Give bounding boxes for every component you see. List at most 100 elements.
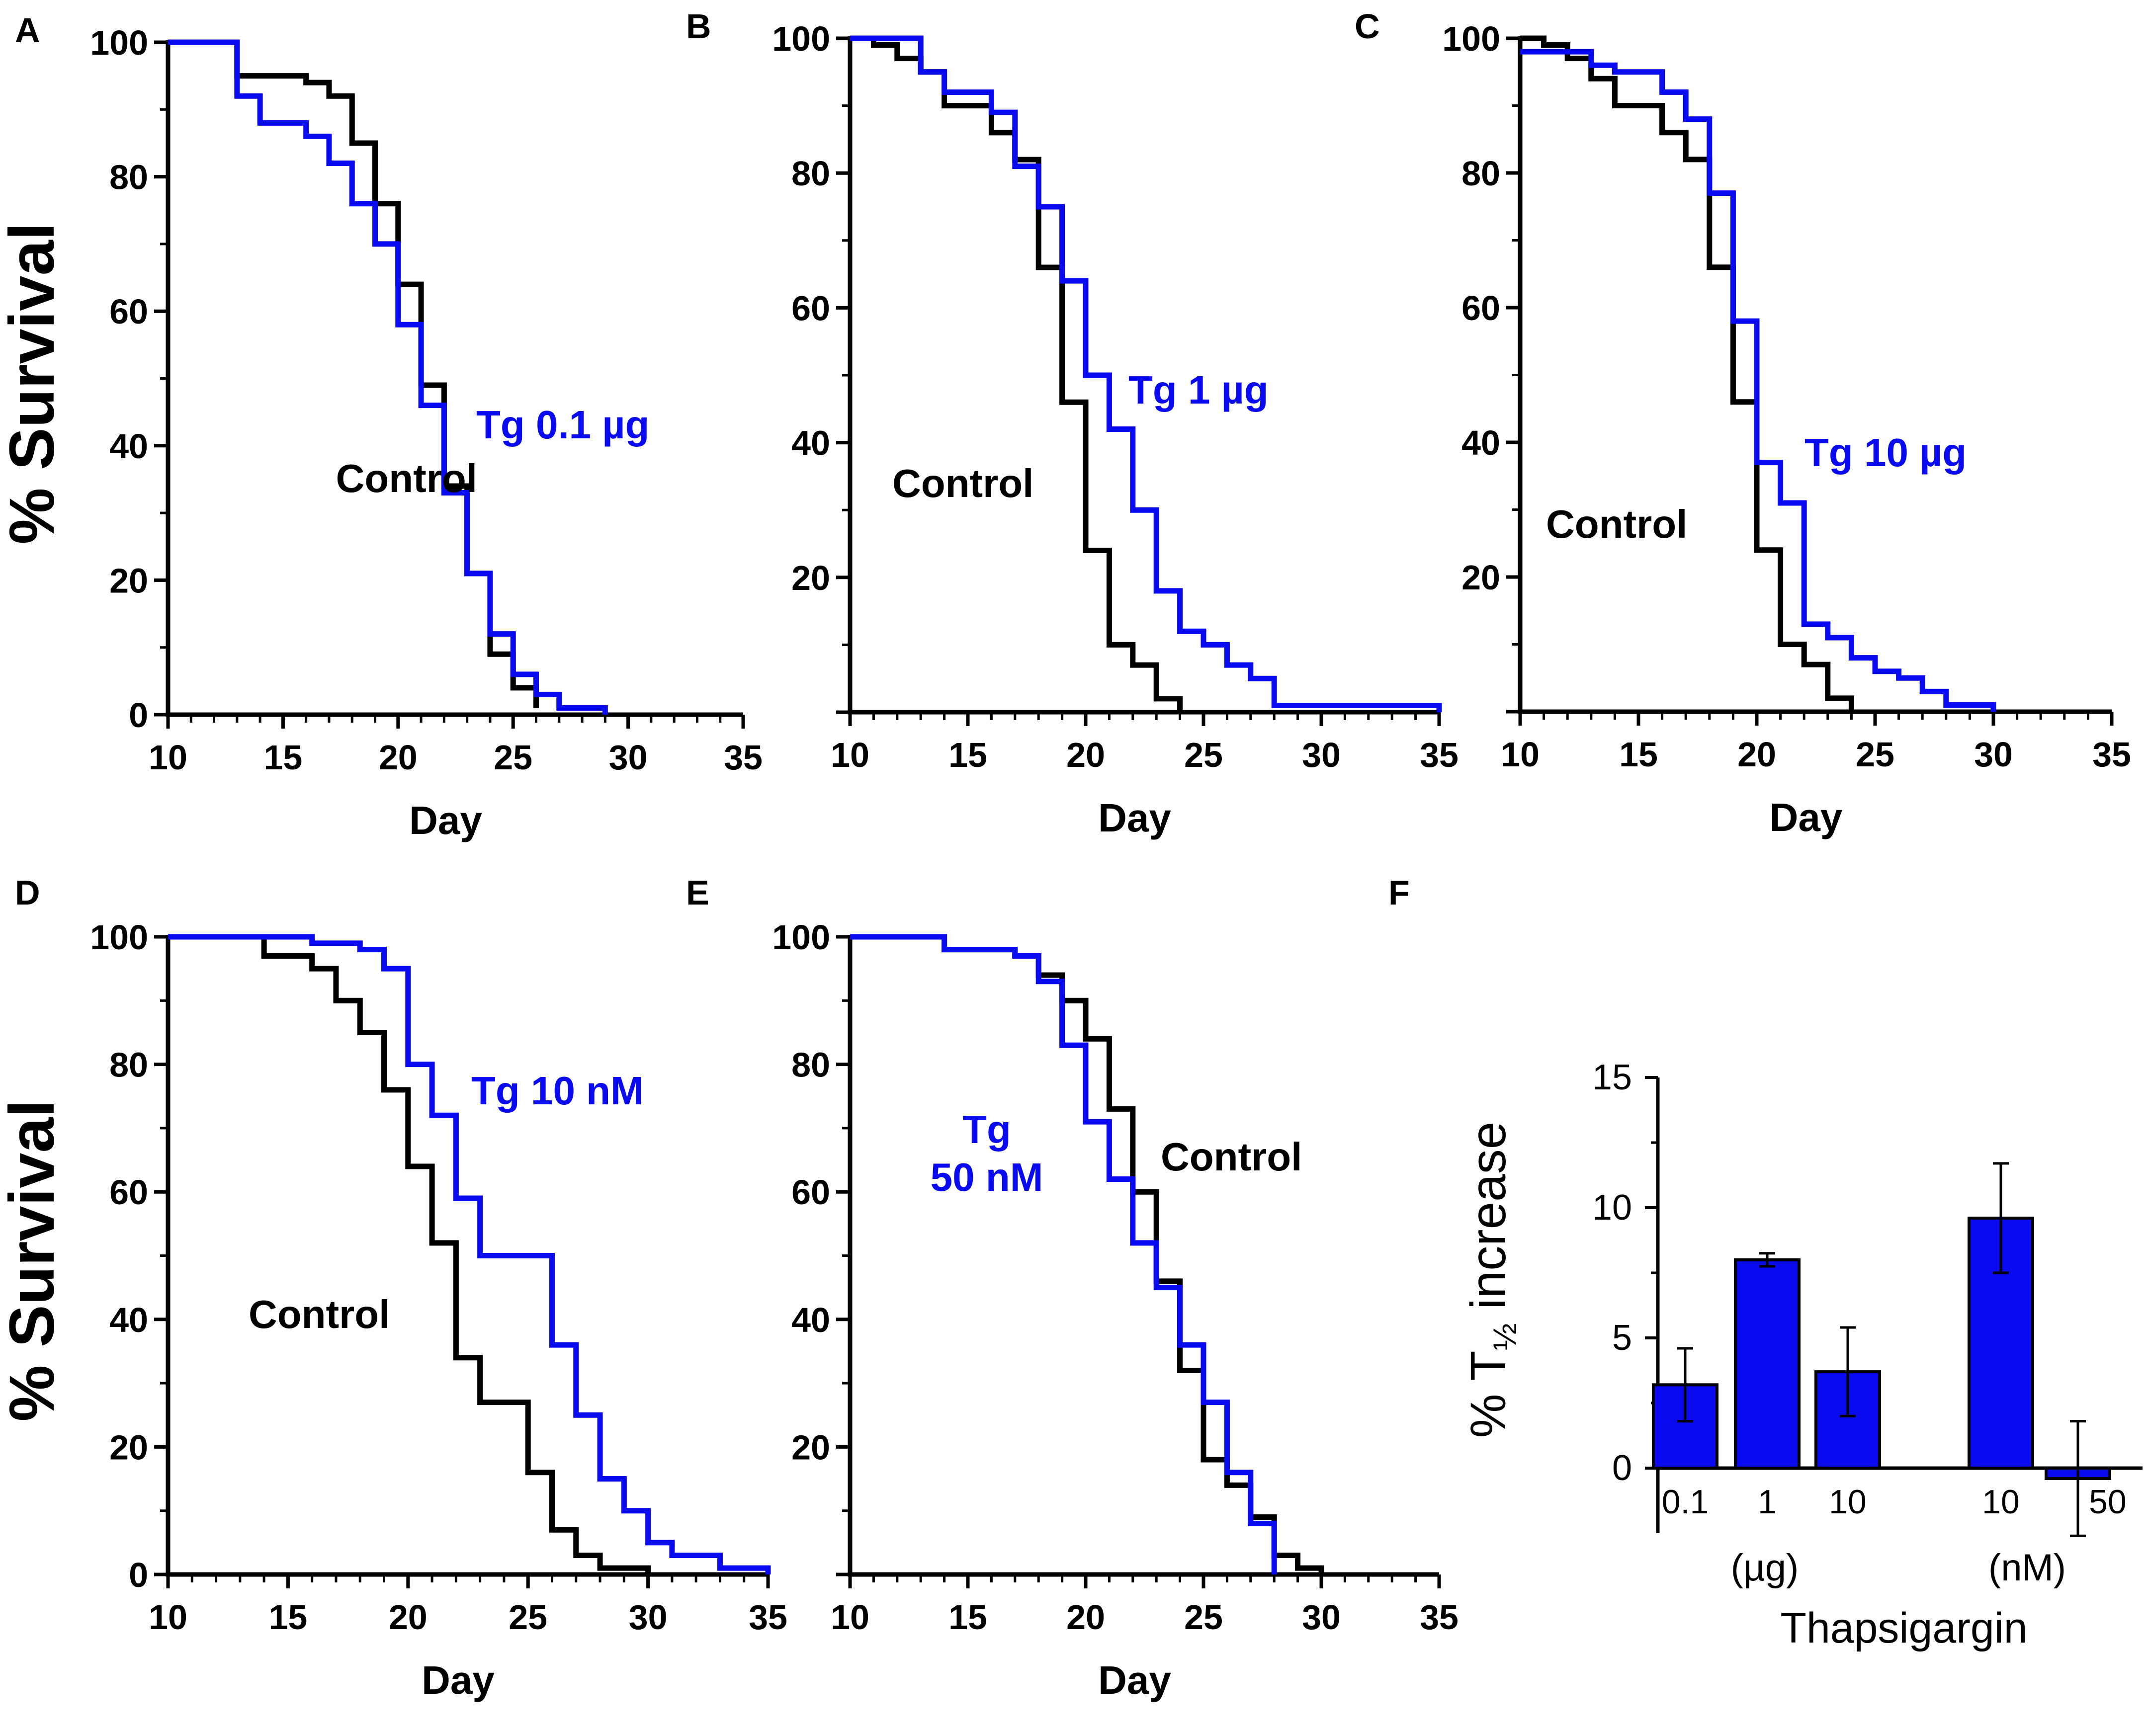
bar <box>1734 1258 1801 1470</box>
y-tick-label: 80 <box>1461 154 1500 193</box>
x-tick-label: 25 <box>1184 1598 1223 1637</box>
series-label-line: Control <box>1546 502 1687 546</box>
y-tick-label: 40 <box>1461 423 1500 462</box>
panel-E: E 10 15 20 25 30 35 20 40 60 80 100 Day Control Tg 50 n… <box>686 873 1459 1702</box>
series-line-control <box>168 39 539 708</box>
y-tick-label: 40 <box>791 424 830 463</box>
panel-letter-f: F <box>1388 873 1410 912</box>
x-tick-label: 20 <box>1737 735 1776 774</box>
panel-F: F 0 5 10 15 0.1 1 10 10 50 (µg) (nM) Thapsigargin % T… <box>1388 873 2143 1652</box>
series-label-control: Control <box>336 456 477 500</box>
group-label-nm: (nM) <box>1988 1547 2066 1589</box>
x-tick-label: 15 <box>948 1598 987 1637</box>
series-label-thapsigargin: Tg 10 µg <box>1804 430 1967 475</box>
category-label: 50 <box>2089 1483 2127 1521</box>
panel-letter-c: C <box>1355 7 1380 46</box>
y-tick-label: 20 <box>791 559 830 597</box>
series-label-control: Control <box>1546 502 1687 546</box>
series-label-thapsigargin: Tg 1 µg <box>1128 368 1269 412</box>
series-label-control: Control <box>249 1292 390 1336</box>
y-tick-label: 15 <box>1592 1058 1632 1097</box>
x-tick-label: 35 <box>724 738 763 777</box>
series-label-control: Control <box>892 461 1033 505</box>
series-line-thapsigargin <box>1520 49 1996 712</box>
series-line-thapsigargin <box>168 934 771 1574</box>
y-axis-label: % Survival <box>0 1100 68 1421</box>
x-tick-label: 20 <box>1066 736 1105 774</box>
y-tick-label: 0 <box>129 696 148 735</box>
series-label-line: Tg 10 nM <box>471 1069 644 1113</box>
x-tick-label: 35 <box>1420 736 1459 774</box>
x-tick-label: 30 <box>1302 1598 1341 1637</box>
series-line-thapsigargin <box>168 39 608 715</box>
series-label-line: Control <box>892 461 1033 505</box>
category-label: 10 <box>1829 1483 1867 1521</box>
x-tick-label: 10 <box>831 1598 869 1637</box>
panel-letter-b: B <box>686 7 711 46</box>
x-tick-label: 25 <box>1184 736 1223 774</box>
series-label-line: 50 nM <box>931 1155 1043 1199</box>
panel-letter-d: D <box>15 873 40 912</box>
x-tick-label: 15 <box>948 736 987 774</box>
series-label-line: Control <box>1161 1135 1302 1179</box>
y-tick-label: 0 <box>1612 1448 1632 1488</box>
category-label: 0.1 <box>1662 1483 1709 1521</box>
series-label-thapsigargin: Tg 50 nM <box>931 1107 1043 1199</box>
panel-C: C 10 15 20 25 30 35 20 40 60 80 100 Day Control Tg 10 … <box>1355 7 2131 839</box>
x-tick-label: 10 <box>149 1598 187 1637</box>
y-tick-label: 20 <box>109 1428 148 1467</box>
series-label-line: Tg 1 µg <box>1128 368 1269 412</box>
x-tick-label: 30 <box>1302 736 1341 774</box>
y-tick-label: 80 <box>109 1046 148 1084</box>
x-tick-label: 10 <box>1501 735 1540 774</box>
x-tick-label: 25 <box>509 1598 547 1637</box>
x-tick-label: 10 <box>831 736 869 774</box>
y-tick-label: 5 <box>1612 1318 1632 1358</box>
y-tick-label: 60 <box>791 289 830 328</box>
series-line-control <box>850 35 1183 712</box>
x-axis-label: Day <box>1098 1658 1171 1702</box>
y-tick-label: 20 <box>109 561 148 600</box>
y-tick-label: 100 <box>1442 19 1500 58</box>
category-label: 10 <box>1982 1483 2020 1521</box>
series-label-thapsigargin: Tg 0.1 µg <box>476 403 649 447</box>
series-line-control <box>168 934 651 1574</box>
group-label-ug: (µg) <box>1731 1547 1799 1589</box>
series-line-thapsigargin <box>850 35 1442 712</box>
y-axis-label: % Survival <box>0 223 68 544</box>
y-tick-label: 60 <box>109 292 148 331</box>
x-tick-label: 30 <box>1974 735 2013 774</box>
series-line-thapsigargin <box>850 934 1277 1574</box>
y-tick-label: 60 <box>1461 289 1500 328</box>
x-tick-label: 35 <box>1420 1598 1459 1637</box>
x-axis-label: Day <box>1098 796 1171 840</box>
y-tick-label: 0 <box>129 1556 148 1594</box>
y-tick-label: 60 <box>109 1173 148 1212</box>
y-tick-label: 100 <box>772 918 830 957</box>
series-label-line: Tg 10 µg <box>1804 430 1967 475</box>
y-tick-label: 60 <box>791 1173 830 1212</box>
x-axis-label: Thapsigargin <box>1780 1604 2027 1652</box>
category-label: 1 <box>1758 1483 1777 1521</box>
x-tick-label: 10 <box>149 738 187 777</box>
series-label-thapsigargin: Tg 10 nM <box>471 1069 644 1113</box>
x-tick-label: 25 <box>494 738 532 777</box>
y-tick-label: 40 <box>109 427 148 466</box>
series-label-line: Control <box>336 456 477 500</box>
panel-D: D 10 15 20 25 30 35 0 20 40 60 80 100 Day % Survival Co… <box>0 873 787 1702</box>
x-tick-label: 35 <box>749 1598 787 1637</box>
x-tick-label: 30 <box>609 738 648 777</box>
x-tick-label: 20 <box>1066 1598 1105 1637</box>
x-tick-label: 15 <box>268 1598 307 1637</box>
series-label-line: Tg <box>962 1107 1011 1152</box>
series-label-line: Control <box>249 1292 390 1336</box>
y-axis-label-suffix: increase <box>1460 1122 1516 1323</box>
y-tick-label: 100 <box>772 19 830 58</box>
x-tick-label: 15 <box>1619 735 1658 774</box>
y-tick-label: 20 <box>791 1428 830 1467</box>
x-axis-label: Day <box>1770 795 1843 839</box>
panel-letter-a: A <box>15 11 40 50</box>
y-tick-label: 40 <box>109 1301 148 1339</box>
y-tick-label: 100 <box>90 23 148 62</box>
y-tick-label: 10 <box>1592 1188 1632 1228</box>
